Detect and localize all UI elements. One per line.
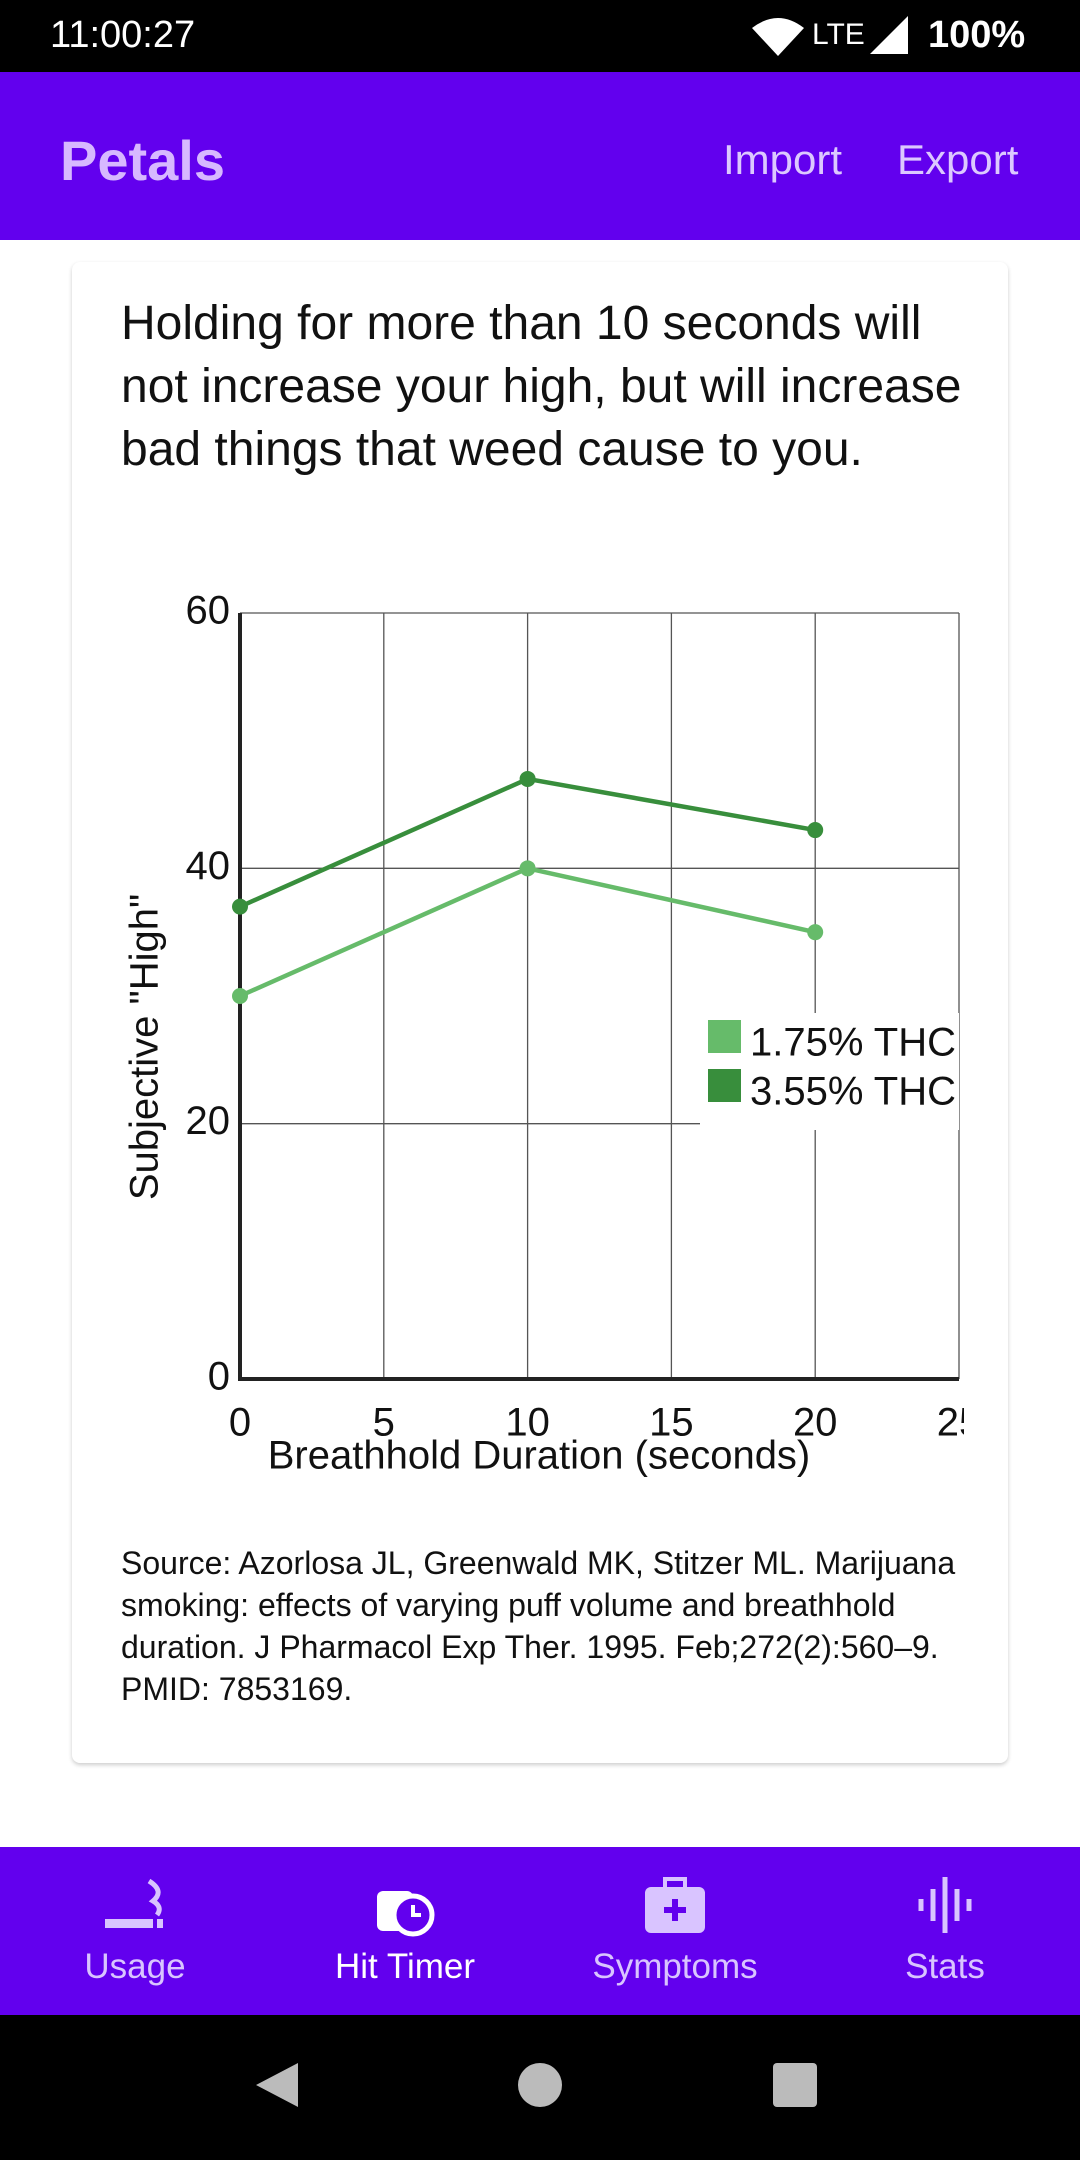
nav-label: Symptoms [592, 1947, 758, 1986]
nav-symptoms[interactable]: Symptoms [540, 1847, 810, 2015]
nav-label: Usage [84, 1947, 186, 1986]
import-button[interactable]: Import [723, 136, 843, 183]
nav-label: Hit Timer [335, 1947, 475, 1986]
app-title: Petals [60, 129, 225, 192]
card: Holding for more than 10 seconds will no… [72, 262, 1008, 1763]
clock: 11:00:27 [50, 14, 196, 56]
x-tick-label: 15 [649, 1401, 694, 1445]
data-point [519, 860, 536, 877]
legend-background [700, 1013, 959, 1130]
status-bar: 11:00:27 LTE 100% [0, 0, 1080, 72]
export-button[interactable]: Export [897, 136, 1019, 183]
y-tick-label: 0 [208, 1355, 230, 1399]
data-point [807, 822, 824, 839]
x-tick-label: 5 [373, 1401, 395, 1445]
y-tick-label: 40 [186, 844, 231, 888]
data-point [232, 898, 248, 915]
battery: 100% [928, 14, 1026, 56]
system-nav [0, 2015, 1080, 2160]
source-text: Source: Azorlosa JL, Greenwald MK, Stitz… [121, 1545, 956, 1707]
y-axis-label: Subjective "High" [123, 894, 167, 1200]
nav-stats[interactable]: Stats [810, 1847, 1080, 2015]
y-tick-label: 60 [186, 589, 231, 633]
symptoms-icon [645, 1877, 705, 1933]
legend-swatch [708, 1069, 741, 1102]
wifi-icon [752, 18, 804, 56]
card-text: Holding for more than 10 seconds will no… [121, 297, 962, 476]
x-tick-label: 10 [505, 1401, 549, 1445]
nav-usage[interactable]: Usage [0, 1847, 270, 2015]
x-axis-label: Breathhold Duration (seconds) [268, 1434, 811, 1478]
bottom-nav: Usage Hit Timer Symptoms Stats [0, 1847, 1080, 2015]
legend-label: 1.75% THC [750, 1021, 956, 1065]
y-tick-label: 20 [186, 1099, 231, 1143]
usage-icon [105, 1878, 163, 1928]
data-point [807, 924, 824, 941]
chart: Breathhold Duration (seconds) Subjective… [123, 589, 964, 1478]
legend-swatch [708, 1020, 741, 1053]
nav-label: Stats [905, 1947, 985, 1986]
network: LTE [812, 18, 865, 51]
x-tick-label: 20 [793, 1401, 838, 1445]
timer-icon [377, 1891, 435, 1937]
data-point [232, 988, 248, 1004]
x-tick-label: 25 [937, 1401, 964, 1445]
legend-label: 3.55% THC [750, 1070, 956, 1114]
data-point [519, 770, 536, 787]
nav-hit-timer[interactable]: Hit Timer [270, 1847, 540, 2015]
signal-icon [870, 16, 908, 54]
app-bar: Petals Import Export [0, 72, 1080, 240]
stats-icon [918, 1877, 972, 1933]
x-tick-label: 0 [229, 1401, 251, 1445]
system-buttons [256, 2063, 817, 2107]
